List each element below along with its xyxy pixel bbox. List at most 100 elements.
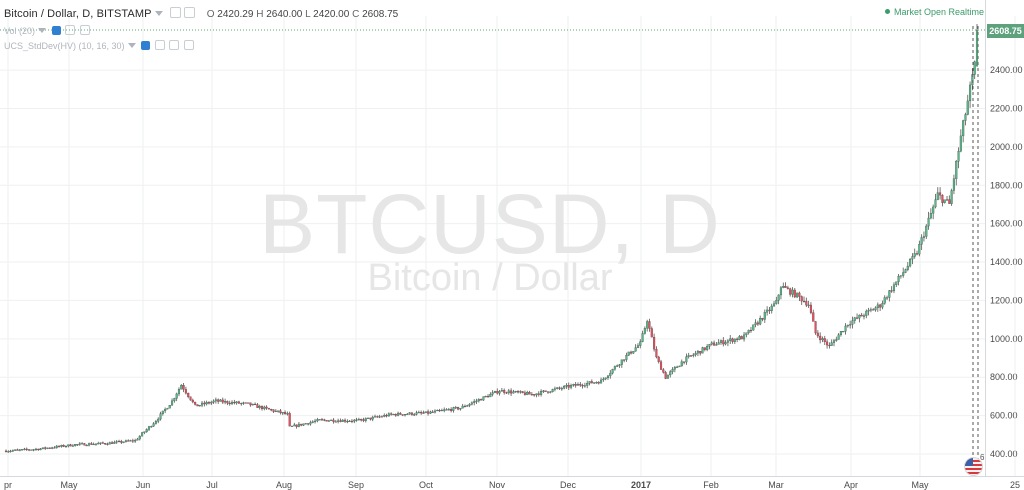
candle-body[interactable] — [779, 287, 783, 296]
candle-body[interactable] — [90, 443, 93, 445]
candle-body[interactable] — [782, 286, 785, 288]
candle-body[interactable] — [431, 411, 434, 413]
candle-body[interactable] — [839, 331, 842, 336]
candle-body[interactable] — [763, 312, 766, 320]
candle-body[interactable] — [786, 287, 789, 289]
candle-body[interactable] — [558, 387, 561, 389]
us-flag-icon[interactable] — [964, 457, 983, 476]
candle-body[interactable] — [606, 375, 610, 379]
candle-body[interactable] — [25, 448, 28, 450]
candle-body[interactable] — [51, 447, 54, 449]
candle-body[interactable] — [355, 419, 358, 421]
candle-body[interactable] — [844, 325, 847, 332]
candle-body[interactable] — [736, 338, 739, 340]
candle-body[interactable] — [401, 414, 404, 416]
candle-body[interactable] — [373, 416, 377, 418]
candle-body[interactable] — [496, 390, 499, 394]
candle-body[interactable] — [48, 447, 51, 449]
candle-body[interactable] — [648, 321, 651, 329]
candle-body[interactable] — [549, 391, 552, 393]
close-icon[interactable] — [183, 40, 194, 50]
candle-body[interactable] — [826, 341, 829, 346]
candle-body[interactable] — [971, 74, 974, 86]
candle-body[interactable] — [897, 276, 900, 282]
candle-body[interactable] — [699, 351, 702, 354]
eye-icon[interactable] — [169, 7, 181, 18]
candle-body[interactable] — [247, 402, 250, 404]
settings-icon[interactable] — [65, 25, 76, 35]
candle-body[interactable] — [475, 400, 478, 402]
candle-body[interactable] — [526, 392, 529, 395]
candle-body[interactable] — [738, 336, 741, 340]
candle-body[interactable] — [832, 340, 836, 343]
candle-body[interactable] — [964, 114, 967, 121]
candle-body[interactable] — [503, 390, 506, 393]
candle-body[interactable] — [860, 314, 863, 317]
candle-body[interactable] — [233, 401, 236, 404]
indicator-volume[interactable]: Vol (20) — [4, 25, 90, 36]
candle-body[interactable] — [920, 237, 923, 245]
candle-body[interactable] — [260, 406, 264, 410]
candle-body[interactable] — [249, 402, 252, 406]
candle-body[interactable] — [853, 317, 856, 321]
candle-body[interactable] — [791, 289, 794, 295]
candle-body[interactable] — [168, 405, 171, 409]
candle-body[interactable] — [141, 432, 144, 437]
candle-body[interactable] — [413, 414, 416, 416]
candle-body[interactable] — [685, 356, 688, 363]
candle-body[interactable] — [339, 420, 342, 422]
candle-body[interactable] — [890, 290, 893, 292]
candle-body[interactable] — [800, 296, 803, 302]
candle-body[interactable] — [18, 449, 21, 451]
candle-body[interactable] — [295, 424, 298, 427]
candle-body[interactable] — [410, 412, 413, 415]
candle-body[interactable] — [629, 351, 633, 354]
candle-body[interactable] — [537, 393, 540, 395]
candle-body[interactable] — [334, 421, 337, 423]
candle-body[interactable] — [23, 448, 26, 450]
candle-body[interactable] — [454, 407, 457, 409]
eye-icon[interactable] — [141, 41, 151, 50]
candle-body[interactable] — [814, 321, 817, 334]
candle-body[interactable] — [830, 342, 833, 346]
candle-body[interactable] — [4, 450, 8, 453]
candle-body[interactable] — [927, 217, 930, 227]
candle-body[interactable] — [468, 404, 471, 406]
candle-body[interactable] — [609, 372, 612, 377]
candle-body[interactable] — [187, 392, 190, 397]
candle-body[interactable] — [200, 402, 204, 406]
candle-body[interactable] — [55, 445, 58, 448]
candle-body[interactable] — [581, 385, 584, 387]
candle-body[interactable] — [39, 448, 42, 451]
candle-body[interactable] — [819, 335, 822, 341]
candle-body[interactable] — [643, 328, 646, 334]
candle-body[interactable] — [749, 329, 753, 332]
candle-body[interactable] — [789, 288, 792, 295]
candle-body[interactable] — [519, 391, 522, 393]
candle-body[interactable] — [565, 385, 568, 387]
candle-body[interactable] — [198, 405, 201, 407]
candle-body[interactable] — [390, 413, 393, 415]
candle-body[interactable] — [314, 420, 317, 422]
candle-body[interactable] — [666, 374, 669, 379]
candle-body[interactable] — [959, 135, 962, 152]
candle-body[interactable] — [865, 310, 868, 316]
candle-body[interactable] — [171, 400, 174, 406]
candle-body[interactable] — [217, 399, 220, 402]
candle-body[interactable] — [752, 324, 755, 331]
candle-body[interactable] — [129, 440, 132, 442]
candle-body[interactable] — [837, 334, 840, 340]
candle-body[interactable] — [941, 194, 944, 203]
candle-body[interactable] — [466, 405, 469, 407]
candle-body[interactable] — [136, 438, 139, 441]
candle-body[interactable] — [320, 419, 324, 421]
candle-body[interactable] — [369, 417, 372, 420]
candle-body[interactable] — [966, 100, 969, 115]
candle-body[interactable] — [542, 390, 545, 392]
candle-body[interactable] — [473, 401, 476, 403]
candle-body[interactable] — [30, 449, 33, 451]
candle-body[interactable] — [191, 399, 194, 403]
candle-body[interactable] — [489, 394, 492, 398]
candle-body[interactable] — [563, 386, 566, 389]
candle-body[interactable] — [784, 286, 787, 288]
